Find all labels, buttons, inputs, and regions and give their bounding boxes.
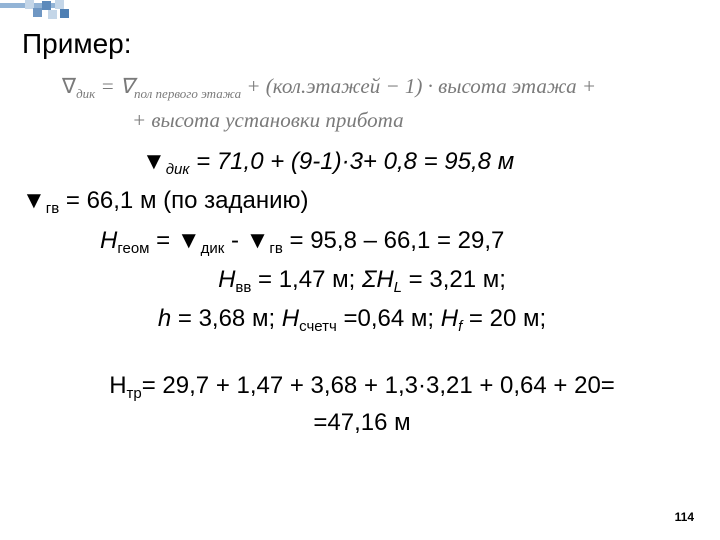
sub-schetch: счетч xyxy=(299,318,337,335)
eq-text: = xyxy=(149,227,176,254)
sub-gv: гв xyxy=(46,200,59,217)
dik-equation: = 71,0 + (9-1)·3+ 0,8 = 95,8 м xyxy=(189,148,514,175)
slide-content: Пример: ∇дик = ∇пол первого этажа + (кол… xyxy=(22,28,702,442)
sub-geom: геом xyxy=(117,240,149,257)
formula-text: + высота установки прибота xyxy=(132,108,404,132)
deco-square xyxy=(42,1,51,10)
triangle-icon: ▼ xyxy=(177,227,201,254)
gv-text: = 66,1 м (по заданию) xyxy=(59,187,308,214)
dik-calc-line: ▼дик = 71,0 + (9-1)·3+ 0,8 = 95,8 м xyxy=(142,143,702,180)
hschetch-val: =0,64 м; xyxy=(337,305,441,332)
deco-square xyxy=(33,8,42,17)
h-params-line: h = 3,68 м; Нсчетч =0,64 м; Нf = 20 м; xyxy=(2,300,702,337)
formula-text: = ∇ xyxy=(95,74,134,98)
deco-square xyxy=(60,9,69,18)
hvv-line: Нвв = 1,47 м; ΣНL = 3,21 м; xyxy=(22,261,702,298)
page-number: 114 xyxy=(675,510,694,524)
geom-result: = 95,8 – 66,1 = 29,7 xyxy=(283,227,505,254)
slide-decoration xyxy=(0,0,720,20)
htr-result: =47,16 м xyxy=(313,409,410,436)
h-symbol: h xyxy=(158,305,171,332)
h-val: = 3,68 м; xyxy=(171,305,282,332)
shl-val: = 3,21 м; xyxy=(402,266,506,293)
deco-square xyxy=(48,10,57,19)
triangle-icon: ▼ xyxy=(22,187,46,214)
sub-pol: пол первого этажа xyxy=(134,86,241,101)
H-symbol: Н xyxy=(282,305,299,332)
nabla-symbol: ∇ xyxy=(62,74,76,98)
sub-dik: дик xyxy=(76,86,95,101)
deco-square xyxy=(55,0,64,9)
sub-dik: дик xyxy=(201,240,225,257)
htr-result-line: =47,16 м xyxy=(22,404,702,441)
sub-f: f xyxy=(458,318,462,335)
H-symbol: Н xyxy=(441,305,458,332)
triangle-icon: ▼ xyxy=(246,227,270,254)
minus-text: - xyxy=(224,227,245,254)
general-formula: ∇дик = ∇пол первого этажа + (кол.этажей … xyxy=(62,70,702,137)
htr-equation: = 29,7 + 1,47 + 3,68 + 1,3·3,21 + 0,64 +… xyxy=(142,372,615,399)
sub-L: L xyxy=(394,279,402,296)
slide-title: Пример: xyxy=(22,28,702,60)
SigmaH-symbol: ΣН xyxy=(362,266,394,293)
geom-line: Нгеом = ▼дик - ▼гв = 95,8 – 66,1 = 29,7 xyxy=(100,222,702,259)
sub-vv: вв xyxy=(235,279,251,296)
H-symbol: Н xyxy=(100,227,117,254)
H-symbol: Н xyxy=(109,372,126,399)
sub-tr: тр xyxy=(127,385,142,402)
formula-text: + (кол.этажей − 1) · высота этажа + xyxy=(241,74,596,98)
hvv-val: = 1,47 м; xyxy=(251,266,362,293)
htr-sum-line: Нтр= 29,7 + 1,47 + 3,68 + 1,3·3,21 + 0,6… xyxy=(22,367,702,404)
triangle-icon: ▼ xyxy=(142,148,166,175)
hf-val: = 20 м; xyxy=(462,305,546,332)
gv-line: ▼гв = 66,1 м (по заданию) xyxy=(22,182,702,219)
sub-gv: гв xyxy=(269,240,282,257)
sub-dik: дик xyxy=(166,161,190,178)
H-symbol: Н xyxy=(218,266,235,293)
